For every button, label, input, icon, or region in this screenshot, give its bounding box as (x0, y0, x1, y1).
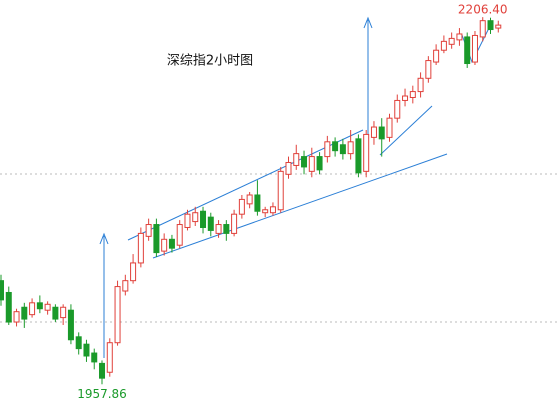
trend-lines (99, 16, 493, 358)
candle-body (83, 343, 90, 357)
candle-body (394, 99, 401, 119)
candle-body (168, 238, 175, 249)
candles (0, 17, 502, 385)
candle-body (456, 33, 463, 41)
candle-body (308, 156, 315, 172)
price-annotation: 2206.40 (458, 3, 508, 17)
candle-body (301, 156, 308, 168)
candle-body (409, 91, 416, 98)
candle-body (223, 224, 230, 234)
candle-body (370, 126, 377, 138)
candle-body (0, 280, 4, 301)
candle-body (479, 20, 486, 38)
candle-body (75, 336, 82, 350)
candle-body (161, 238, 168, 252)
candle-body (464, 36, 471, 65)
candle-body (122, 280, 129, 292)
candle-body (402, 95, 409, 101)
candle-body (262, 209, 269, 214)
candle-body (153, 224, 160, 254)
candle-body (207, 216, 214, 231)
candle-body (36, 302, 43, 310)
candle-body (200, 210, 207, 228)
candle-body (293, 153, 300, 166)
candle-body (99, 362, 106, 379)
candle-body (495, 24, 502, 29)
candle-body (347, 141, 354, 155)
candle-body (433, 49, 440, 63)
candle-body (440, 40, 447, 51)
candle-body (269, 206, 276, 214)
candle-body (324, 141, 331, 158)
candle-body (417, 77, 424, 93)
candle-body (137, 232, 144, 264)
candle-body (52, 306, 59, 320)
candle-body (67, 309, 74, 341)
candle-body (277, 170, 284, 211)
candle-body (425, 60, 432, 79)
candle-body (91, 352, 98, 363)
candle-body (5, 291, 12, 323)
candle-body (254, 194, 261, 212)
candle-body (332, 141, 339, 152)
chart-title: 深综指2小时图 (167, 54, 253, 69)
candle-body (44, 303, 51, 311)
candle-body (114, 286, 121, 344)
candle-body (238, 198, 245, 215)
candle-body (316, 156, 323, 171)
candle-body (285, 161, 292, 175)
candle-body (448, 37, 455, 45)
candle-body (355, 138, 362, 174)
candle-body (176, 224, 183, 246)
candle-body (487, 20, 494, 31)
candle-body (215, 224, 222, 234)
price-annotation: 1957.86 (77, 387, 127, 401)
candle-body (130, 262, 137, 282)
candle-body (339, 144, 346, 155)
candle-body (471, 34, 478, 63)
candle-body (386, 117, 393, 138)
candle-body (13, 311, 20, 323)
candle-body (363, 133, 370, 172)
candle-body (21, 306, 28, 320)
candle-body (231, 213, 238, 234)
candle-body (145, 224, 152, 237)
candle-body (192, 212, 199, 223)
candle-body (184, 213, 191, 228)
candle-body (29, 302, 36, 316)
candle-body (378, 126, 385, 140)
candle-body (60, 306, 67, 319)
candle-body (246, 194, 253, 205)
candle-body (106, 342, 113, 373)
